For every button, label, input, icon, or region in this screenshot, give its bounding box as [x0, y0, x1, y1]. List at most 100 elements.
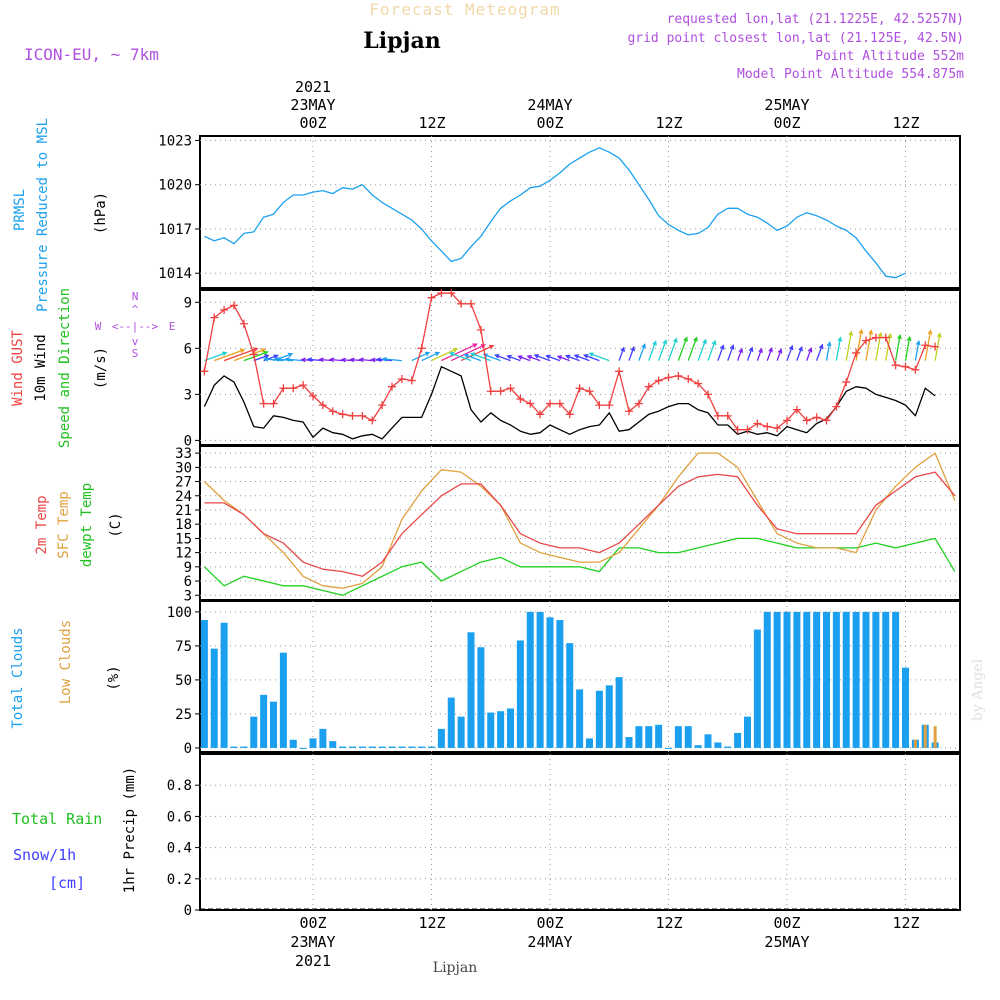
wind-arrow-head: [349, 357, 355, 363]
wind-arrow-head: [936, 332, 942, 338]
gust-marker: [842, 378, 851, 387]
total-cloud-bar: [319, 728, 327, 748]
y-tick-label: 21: [175, 503, 192, 519]
temperature-panel: 2m Temp SFC Temp dewpt Temp (C): [34, 452, 956, 596]
gust-marker: [210, 313, 219, 322]
total-cloud-bar: [516, 640, 524, 748]
sfc-temp-label: SFC Temp: [56, 491, 72, 558]
wind-arrow: [658, 340, 667, 361]
wind-arrow-head: [556, 355, 563, 360]
gust-marker: [269, 399, 278, 408]
top-time-label: 00Z: [299, 114, 326, 132]
gust-marker: [279, 384, 288, 393]
bottom-time-label: 00Z: [536, 914, 563, 932]
gust-label: Wind GUST: [10, 330, 26, 406]
y-tick-label: 75: [175, 639, 192, 655]
gust-marker: [862, 336, 870, 345]
total-cloud-bar: [655, 724, 663, 748]
wind-arrow: [285, 358, 304, 362]
total-cloud-bar: [684, 726, 692, 748]
watermark: by Angel: [970, 658, 986, 721]
total-cloud-bar: [339, 746, 347, 748]
precip-unit-label: 1hr Precip (mm): [122, 767, 138, 893]
total-cloud-bar: [803, 611, 811, 748]
wind-arrow: [727, 345, 734, 361]
total-cloud-bar: [220, 622, 228, 748]
total-cloud-bar: [734, 732, 742, 748]
wind-arrow: [707, 340, 716, 361]
total-cloud-bar: [250, 716, 258, 748]
y-tick-label: 30: [175, 460, 192, 476]
gust-marker: [318, 401, 327, 410]
wind-arrow-head: [375, 357, 382, 362]
wind-arrow-head: [719, 344, 725, 350]
gust-marker: [309, 391, 317, 400]
wind-arrow: [648, 341, 657, 361]
wind-arrow-head: [877, 331, 883, 338]
wind-arrow-head: [915, 339, 921, 346]
y-tick-label: 1014: [158, 266, 192, 282]
bottom-time-label: 12Z: [892, 914, 919, 932]
wind-arrow: [450, 344, 486, 362]
wind-arrow: [371, 359, 383, 362]
total-cloud-bar: [615, 677, 623, 748]
pressure-line: [204, 147, 906, 279]
gust-marker: [615, 367, 624, 376]
panel-grid: [200, 136, 960, 910]
pressure-series: [204, 147, 906, 279]
location-title: Lipjan: [363, 28, 440, 54]
gust-marker: [397, 375, 406, 384]
total-cloud-bar: [773, 611, 781, 748]
y-tick-label: 0.6: [167, 809, 192, 825]
total-cloud-bar: [605, 685, 613, 748]
wind-series: [200, 289, 940, 440]
top-time-label: 12Z: [655, 114, 682, 132]
gust-marker: [684, 375, 693, 384]
wind-10m-line: [203, 366, 936, 440]
total-cloud-bar: [408, 746, 416, 748]
total-cloud-bar: [210, 648, 218, 748]
panel-frame: [199, 600, 961, 753]
total-cloud-bar: [299, 747, 307, 749]
wind-arrow-head: [239, 348, 246, 354]
wind-arrow-head: [662, 339, 668, 345]
model-altitude: Model Point Altitude 554.875m: [737, 67, 964, 82]
total-cloud-bar: [477, 647, 485, 748]
wind-arrow: [275, 358, 294, 362]
prmsl-label: PRMSL: [12, 189, 28, 231]
wind-arrow: [431, 348, 458, 362]
wind-arrow: [746, 347, 753, 361]
total-cloud-bar: [536, 611, 544, 748]
wind-arrow: [223, 347, 258, 362]
wind-arrow: [566, 355, 580, 362]
y-tick-label: 25: [175, 707, 192, 723]
gust-marker: [881, 333, 890, 342]
bottom-time-label: 12Z: [418, 914, 445, 932]
gust-marker: [871, 333, 880, 342]
y-tick-label: 24: [175, 489, 192, 505]
total-cloud-bar: [576, 689, 584, 748]
wind-arrow-head: [702, 338, 707, 344]
wind-arrow: [214, 349, 245, 362]
wind-arrow-head: [738, 347, 743, 353]
wind-arrow-head: [652, 340, 657, 346]
wind-arrow: [243, 351, 268, 362]
wind-arrow: [460, 345, 494, 362]
y-tick-label: 18: [175, 517, 192, 533]
wind-arrow-head: [897, 333, 902, 340]
total-cloud-bar: [457, 716, 465, 748]
wind-arrow: [330, 358, 343, 362]
wind-panel: Wind GUST 10m Wind Speed and Direction (…: [10, 288, 942, 448]
gust-marker: [753, 419, 762, 428]
total-cloud-bar: [872, 611, 880, 748]
wind-arrow-head: [826, 341, 832, 347]
bottom-date-label: 24MAY: [527, 933, 572, 951]
y-tick-label: 27: [175, 475, 192, 491]
wind-arrow-head: [284, 356, 290, 362]
y-tick-label: 1023: [158, 133, 192, 149]
top-time-axis: 2021 23MAY 24MAY 25MAY 00Z 12Z 00Z 12Z 0…: [290, 78, 919, 132]
wind-arrow-head: [494, 353, 500, 359]
total-cloud-bar: [793, 611, 801, 748]
y-tick-label: 50: [175, 673, 192, 689]
total-cloud-bar: [753, 629, 761, 748]
